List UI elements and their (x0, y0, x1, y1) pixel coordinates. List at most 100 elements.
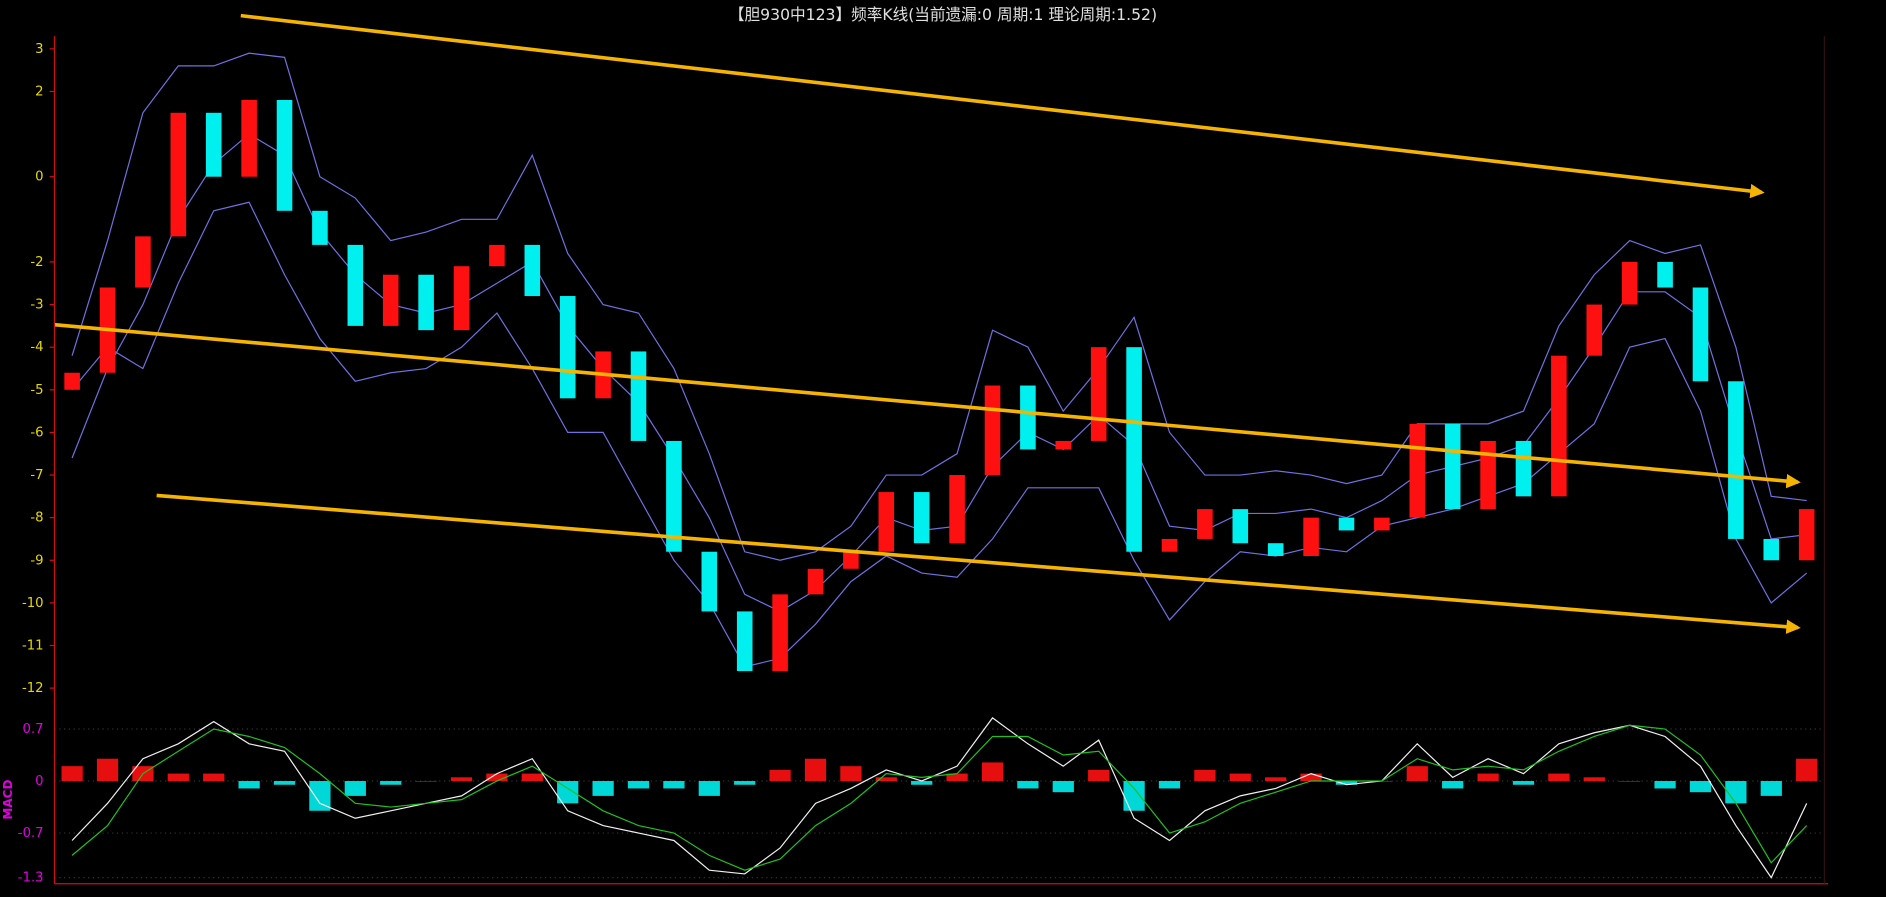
macd-bar (1300, 773, 1322, 782)
candle (382, 274, 399, 326)
macd-bar (627, 781, 650, 789)
macd-bar (911, 781, 933, 785)
candle (1090, 347, 1107, 441)
macd-bar (380, 781, 402, 785)
band-line (71, 52, 1807, 561)
candle (630, 351, 647, 441)
y-tick-label: -5 (30, 383, 43, 398)
macd-bar (96, 758, 119, 782)
candle (312, 210, 328, 245)
macd-bar (1335, 781, 1358, 785)
macd-bar (1406, 766, 1428, 782)
y-tick-label: -10 (22, 596, 44, 611)
y-tick-label: -2 (30, 255, 43, 270)
y-tick-label: -12 (22, 681, 44, 696)
y-tick-label: -1.3 (18, 871, 44, 886)
candle (1763, 538, 1780, 561)
macd-label: MACD (1, 780, 15, 820)
macd-bar (61, 766, 83, 782)
y-tick-label: 0.7 (23, 722, 44, 737)
candle (1338, 517, 1355, 531)
macd-bar (344, 781, 366, 796)
trend-arrow (156, 493, 1801, 634)
candle (135, 236, 151, 288)
macd-bar (486, 773, 508, 782)
band-line (71, 133, 1807, 613)
candle (347, 244, 364, 326)
macd-bar (1017, 781, 1039, 789)
macd-bar (167, 773, 189, 782)
candle (1798, 509, 1815, 561)
macd-bar (1583, 777, 1605, 782)
macd-bar (1123, 781, 1145, 811)
candle (1126, 347, 1142, 552)
candle (1303, 517, 1319, 557)
macd-bar (1760, 781, 1782, 796)
macd-bar (557, 781, 579, 804)
macd-bar (946, 773, 968, 782)
macd-bar (1548, 773, 1570, 782)
candle (1197, 509, 1213, 539)
y-tick-label: -6 (30, 425, 43, 440)
macd-bar (309, 781, 331, 811)
candle (772, 594, 788, 672)
candle (878, 492, 895, 552)
band-line (71, 201, 1808, 668)
candle (984, 385, 1001, 476)
macd-bar (1512, 781, 1535, 785)
y-tick-label: -9 (30, 553, 43, 568)
candle (1728, 381, 1744, 539)
y-tick-label: 2 (35, 84, 43, 99)
trend-arrow (54, 322, 1801, 489)
candle (843, 551, 859, 569)
candle (453, 266, 470, 331)
candle (1374, 517, 1390, 531)
macd-bar (1619, 781, 1641, 782)
macd-bar (840, 766, 862, 782)
macd-bar (1689, 781, 1712, 793)
y-tick-label: -3 (30, 298, 43, 313)
macd-bar (1477, 773, 1499, 782)
macd-bar (1725, 781, 1747, 804)
macd-bar (734, 781, 756, 785)
macd-bar (1654, 781, 1676, 789)
macd-bar (769, 769, 791, 782)
macd-bar (981, 762, 1004, 782)
candle (1515, 440, 1532, 497)
macd-bar (415, 781, 437, 782)
macd-bar (1088, 769, 1110, 782)
macd-bar (1158, 781, 1181, 789)
candle (1657, 261, 1673, 288)
macd-bar (1442, 781, 1464, 789)
candle (170, 112, 187, 237)
macd-bar (238, 781, 260, 789)
candle (1409, 423, 1426, 518)
candle (559, 296, 576, 399)
macd-bar (273, 781, 296, 785)
candle (489, 244, 505, 267)
candle (241, 99, 257, 177)
y-tick-label: 0 (35, 774, 43, 789)
candle (205, 112, 222, 177)
candle (913, 492, 930, 544)
macd-bar (592, 781, 614, 796)
candle (1161, 538, 1178, 552)
candle (1020, 385, 1036, 450)
candle (1267, 543, 1284, 557)
candle (1480, 440, 1496, 510)
y-tick-label: -4 (30, 340, 43, 355)
macd-bar (450, 777, 473, 782)
macd-bar (1796, 758, 1818, 782)
macd-bar (1229, 773, 1251, 782)
candle (64, 372, 80, 390)
candle (1551, 355, 1567, 497)
macd-bar (1265, 777, 1287, 782)
candle (1055, 440, 1072, 450)
candle (276, 99, 293, 211)
macd-bar (663, 781, 685, 789)
y-tick-label: 3 (35, 42, 43, 57)
macd-bar (203, 773, 225, 782)
y-tick-label: -11 (22, 638, 44, 653)
